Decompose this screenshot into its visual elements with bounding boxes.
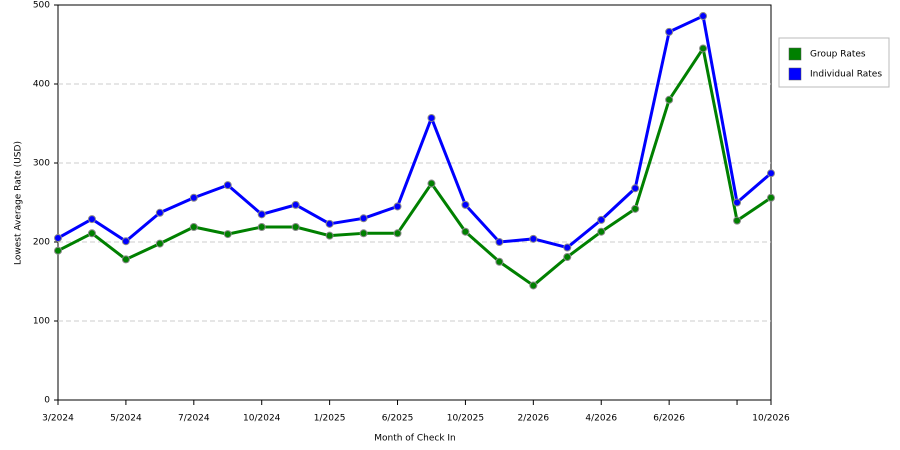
y-tick-label: 0	[44, 396, 50, 406]
data-point	[699, 12, 708, 21]
data-point	[189, 222, 198, 231]
data-point	[291, 200, 300, 209]
data-point	[223, 181, 232, 190]
data-point	[257, 210, 266, 219]
x-tick-label: 3/2024	[42, 414, 74, 424]
x-tick-label: 10/2024	[243, 414, 281, 424]
data-point	[767, 193, 775, 202]
legend-swatch	[788, 47, 802, 61]
data-point	[155, 208, 164, 217]
y-axis-label: Lowest Average Rate (USD)	[14, 141, 24, 265]
data-point	[733, 198, 742, 207]
data-point	[597, 227, 606, 236]
data-point	[495, 238, 504, 246]
data-point	[257, 222, 266, 231]
y-tick-label: 500	[33, 1, 50, 11]
data-point	[223, 230, 232, 239]
x-tick-label: 5/2024	[110, 414, 142, 424]
data-point	[189, 193, 198, 202]
series-line	[57, 14, 772, 250]
data-point	[427, 179, 436, 188]
x-tick-label: 6/2025	[382, 414, 414, 424]
data-point	[427, 113, 436, 122]
data-point	[495, 257, 504, 266]
data-point	[393, 229, 402, 238]
data-point	[87, 229, 96, 238]
data-point	[291, 222, 300, 231]
data-point	[54, 246, 62, 255]
x-axis-label: Month of Check In	[374, 434, 456, 444]
data-point	[359, 214, 368, 223]
x-tick-label: 10/2025	[447, 414, 484, 424]
legend-label: Individual Rates	[810, 70, 882, 80]
data-point	[121, 255, 130, 264]
data-point	[359, 229, 368, 238]
data-point	[665, 27, 674, 36]
x-tick-label: 6/2026	[653, 414, 685, 424]
data-point	[767, 169, 775, 178]
data-point	[563, 243, 572, 252]
legend-swatch	[788, 67, 802, 81]
y-tick-label: 300	[33, 159, 50, 169]
x-tick-label: 7/2024	[178, 414, 210, 424]
y-tick-label: 100	[33, 317, 50, 327]
data-point	[597, 215, 606, 224]
data-point	[393, 202, 402, 211]
data-point	[461, 200, 470, 209]
data-point	[87, 215, 96, 224]
data-point	[529, 234, 538, 243]
data-point	[155, 239, 164, 248]
data-point	[631, 204, 640, 213]
data-point	[733, 216, 742, 225]
x-tick-label: 4/2026	[585, 414, 617, 424]
legend-label: Group Rates	[810, 50, 866, 60]
y-tick-label: 400	[33, 80, 50, 90]
data-point	[665, 95, 674, 104]
data-point	[631, 184, 640, 193]
data-point	[461, 227, 470, 236]
y-tick-label: 200	[33, 238, 50, 248]
data-point	[54, 234, 62, 243]
data-point	[563, 253, 572, 262]
data-point	[529, 281, 538, 290]
x-tick-label: 1/2025	[314, 414, 346, 424]
data-point	[325, 231, 334, 240]
plot-frame	[57, 4, 772, 401]
series-line	[57, 46, 772, 287]
x-tick-label: 10/2026	[752, 414, 790, 424]
data-point	[121, 237, 130, 246]
data-point	[325, 219, 334, 228]
data-point	[699, 44, 708, 53]
x-tick-label: 2/2026	[517, 414, 549, 424]
